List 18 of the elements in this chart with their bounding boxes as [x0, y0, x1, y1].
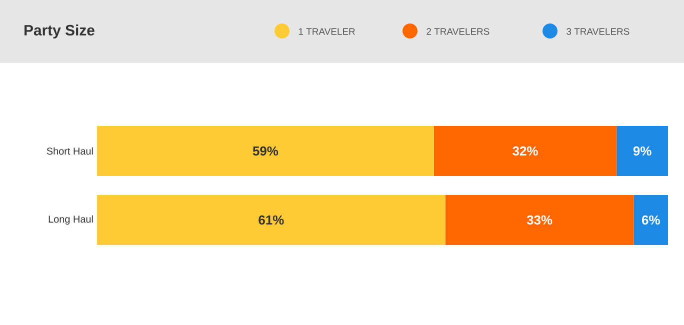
data-label: 9% — [633, 146, 652, 156]
data-label: 61% — [258, 215, 284, 225]
legend-label: 2 TRAVELERS — [426, 28, 490, 35]
legend-label: 1 TRAVELER — [298, 28, 355, 35]
bar — [434, 126, 617, 176]
data-label: 6% — [642, 215, 660, 225]
bar — [445, 195, 634, 245]
bar — [97, 126, 434, 176]
y-tick-label: Long Haul — [48, 215, 93, 225]
data-label: 33% — [526, 215, 552, 225]
data-label: 59% — [252, 146, 278, 156]
bar — [97, 195, 446, 245]
legend-label: 3 TRAVELERS — [566, 28, 630, 35]
bar — [634, 195, 668, 245]
bar — [616, 126, 668, 176]
y-tick-label: Short Haul — [46, 147, 93, 155]
data-label: 32% — [512, 146, 538, 156]
chart-title: Party Size — [24, 24, 94, 38]
